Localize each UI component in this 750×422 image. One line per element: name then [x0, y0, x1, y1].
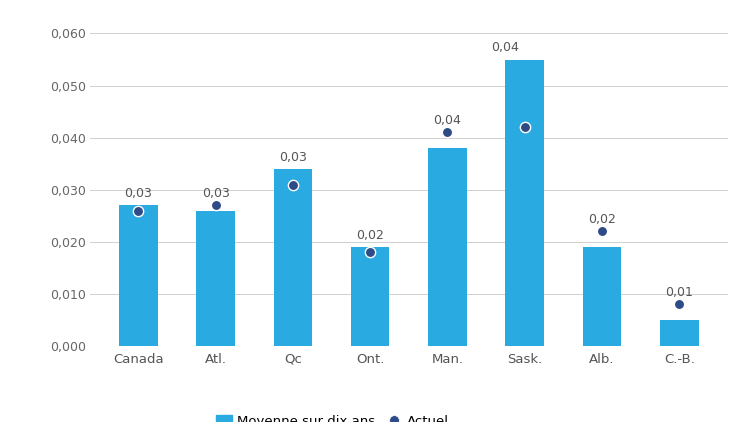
Legend: Moyenne sur dix ans, Actuel: Moyenne sur dix ans, Actuel	[211, 409, 454, 422]
Bar	[196, 211, 235, 346]
Bar	[583, 247, 621, 346]
Text: 0,04: 0,04	[491, 41, 519, 54]
Point	[209, 202, 221, 209]
Text: 0,03: 0,03	[279, 151, 307, 164]
Text: 0,04: 0,04	[433, 114, 461, 127]
Text: 0,02: 0,02	[588, 213, 616, 226]
Point	[286, 181, 298, 188]
Text: 0,03: 0,03	[124, 187, 152, 200]
Bar	[351, 247, 389, 346]
Point	[674, 301, 686, 308]
Text: 0,03: 0,03	[202, 187, 229, 200]
Bar	[428, 148, 466, 346]
Bar	[274, 169, 312, 346]
Point	[364, 249, 376, 256]
Bar	[119, 206, 158, 346]
Point	[132, 207, 144, 214]
Point	[596, 228, 608, 235]
Bar	[660, 320, 698, 346]
Text: 0,01: 0,01	[665, 286, 693, 299]
Text: 0,02: 0,02	[356, 229, 384, 242]
Bar	[506, 60, 544, 346]
Point	[519, 124, 531, 131]
Point	[442, 129, 454, 136]
